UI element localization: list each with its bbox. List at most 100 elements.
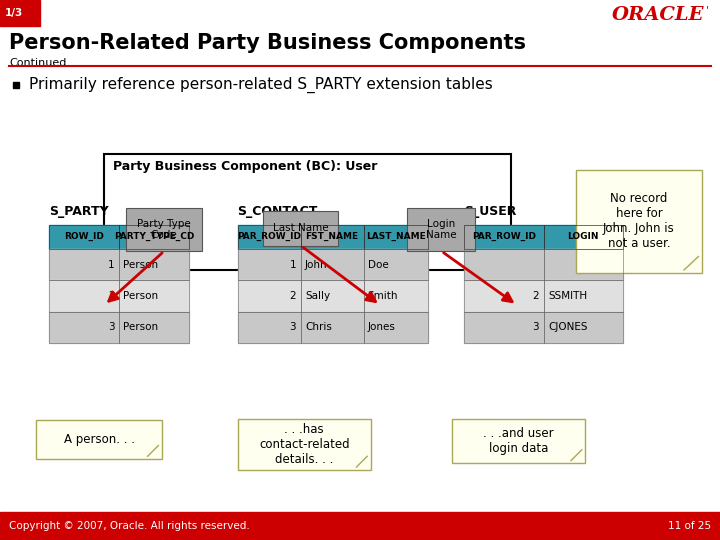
Bar: [544, 249, 623, 280]
Bar: [364, 280, 428, 312]
Bar: [120, 249, 189, 280]
Bar: [238, 280, 300, 312]
Bar: [120, 225, 189, 249]
Bar: [238, 249, 300, 280]
Bar: [464, 249, 544, 280]
FancyBboxPatch shape: [104, 154, 511, 270]
Bar: [544, 312, 623, 343]
Bar: [544, 312, 623, 343]
Text: Sally: Sally: [305, 291, 330, 301]
FancyBboxPatch shape: [238, 418, 371, 470]
Bar: [464, 225, 544, 249]
Bar: [120, 280, 189, 312]
Bar: [544, 249, 623, 280]
Text: Doe: Doe: [368, 260, 389, 269]
Bar: [364, 225, 428, 249]
Bar: [49, 280, 120, 312]
FancyBboxPatch shape: [452, 418, 585, 463]
Text: 3: 3: [533, 322, 539, 332]
Text: . . .has
contact-related
details. . .: . . .has contact-related details. . .: [259, 423, 349, 465]
Text: Party Type
Code: Party Type Code: [137, 219, 191, 240]
FancyBboxPatch shape: [126, 208, 202, 251]
Bar: [49, 312, 120, 343]
Text: ROW_ID: ROW_ID: [64, 232, 104, 241]
Bar: [364, 312, 428, 343]
Text: Smith: Smith: [368, 291, 398, 301]
Bar: [364, 225, 428, 249]
Text: S_CONTACT: S_CONTACT: [238, 205, 318, 218]
Bar: [544, 225, 623, 249]
Bar: [49, 312, 120, 343]
Text: Person: Person: [124, 322, 158, 332]
Text: Person: Person: [124, 260, 158, 269]
Text: John: John: [305, 260, 328, 269]
Bar: [300, 249, 364, 280]
Bar: [300, 312, 364, 343]
Text: LAST_NAME: LAST_NAME: [366, 232, 426, 241]
Bar: [300, 225, 364, 249]
Bar: [238, 312, 300, 343]
Text: PARTY_TYPE_CD: PARTY_TYPE_CD: [114, 232, 194, 241]
Text: Person-Related Party Business Components: Person-Related Party Business Components: [9, 33, 526, 53]
Bar: [544, 280, 623, 312]
Bar: [238, 280, 300, 312]
Bar: [300, 280, 364, 312]
Text: CJONES: CJONES: [548, 322, 588, 332]
Bar: [238, 225, 300, 249]
Bar: [120, 249, 189, 280]
Text: LOGIN: LOGIN: [567, 232, 599, 241]
Text: 3: 3: [108, 322, 115, 332]
Bar: [364, 249, 428, 280]
Text: S_PARTY: S_PARTY: [49, 205, 109, 218]
Bar: [238, 312, 300, 343]
Bar: [49, 249, 120, 280]
FancyBboxPatch shape: [263, 211, 338, 246]
Text: Copyright © 2007, Oracle. All rights reserved.: Copyright © 2007, Oracle. All rights res…: [9, 521, 250, 531]
Bar: [464, 312, 544, 343]
Bar: [464, 225, 544, 249]
Bar: [364, 280, 428, 312]
Bar: [464, 280, 544, 312]
Bar: [464, 280, 544, 312]
Text: Last Name: Last Name: [273, 223, 328, 233]
Bar: [49, 225, 120, 249]
FancyBboxPatch shape: [576, 170, 702, 273]
Text: Primarily reference person-related S_PARTY extension tables: Primarily reference person-related S_PAR…: [29, 77, 492, 93]
FancyBboxPatch shape: [407, 208, 475, 251]
Bar: [120, 312, 189, 343]
Text: 2: 2: [108, 291, 115, 301]
Text: Chris: Chris: [305, 322, 332, 332]
Bar: [49, 280, 120, 312]
Text: 2: 2: [533, 291, 539, 301]
Bar: [300, 249, 364, 280]
Bar: [120, 280, 189, 312]
Bar: [300, 280, 364, 312]
Bar: [238, 249, 300, 280]
Text: ORACLE: ORACLE: [612, 6, 704, 24]
Text: Continued: Continued: [9, 58, 67, 69]
Text: Login
Name: Login Name: [426, 219, 456, 240]
Text: SSMITH: SSMITH: [548, 291, 587, 301]
Bar: [238, 225, 300, 249]
Bar: [464, 312, 544, 343]
Bar: [544, 280, 623, 312]
Bar: [49, 249, 120, 280]
Text: 3: 3: [289, 322, 296, 332]
Text: 1: 1: [108, 260, 115, 269]
Text: ': ': [706, 5, 709, 15]
FancyBboxPatch shape: [36, 420, 162, 459]
Text: 1: 1: [289, 260, 296, 269]
Text: 11 of 25: 11 of 25: [667, 521, 711, 531]
Bar: [120, 225, 189, 249]
Text: PAR_ROW_ID: PAR_ROW_ID: [472, 232, 536, 241]
Bar: [544, 225, 623, 249]
Bar: [49, 225, 120, 249]
Text: FST_NAME: FST_NAME: [305, 232, 359, 241]
Bar: [120, 312, 189, 343]
Text: A person. . .: A person. . .: [63, 433, 135, 446]
Bar: [364, 312, 428, 343]
Bar: [464, 249, 544, 280]
Text: 1/3: 1/3: [5, 8, 23, 18]
Bar: [0, 512, 720, 540]
Text: Person: Person: [124, 291, 158, 301]
